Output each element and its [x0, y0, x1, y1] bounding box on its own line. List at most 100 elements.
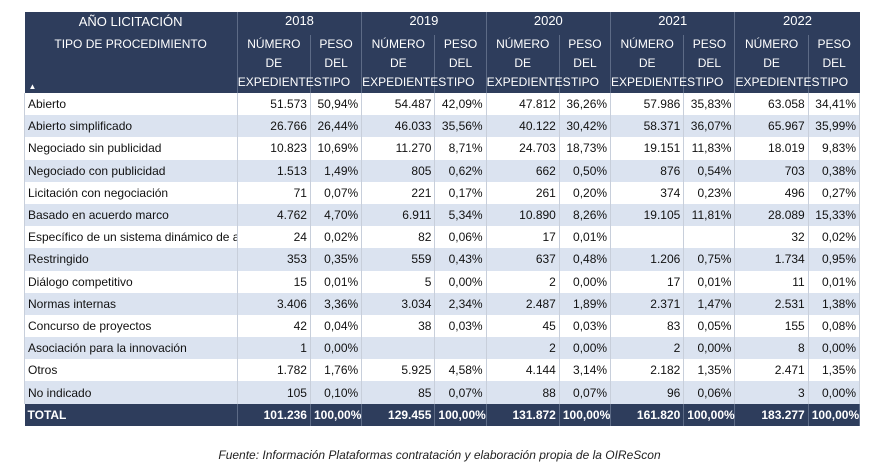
year-header-2018: 2018: [236, 12, 362, 35]
procedure-type-cell: Restringido: [24, 248, 238, 271]
peso-cell: 1,35%: [808, 359, 861, 382]
expedientes-cell: 15: [237, 270, 311, 293]
expedientes-cell: 2.487: [486, 292, 560, 315]
expedientes-cell: 54.487: [361, 93, 436, 116]
procedure-type-cell: Basado en acuerdo marco: [24, 203, 238, 227]
expedientes-cell: 82: [361, 226, 436, 249]
expedientes-cell: 42: [237, 314, 311, 338]
table-row: Licitación con negociación 71 0,07% 221 0,17…: [24, 181, 861, 204]
expedientes-cell: 876: [610, 159, 685, 182]
total-expedientes-cell: 131.872: [486, 403, 560, 426]
expedientes-cell: 662: [486, 159, 560, 182]
table-row: No indicado 105 0,10% 85 0,07% 88 0,07% 96 0,06%…: [24, 381, 861, 404]
total-expedientes-cell: 101.236: [237, 403, 311, 426]
peso-cell: 4,70%: [310, 203, 363, 227]
expedientes-cell: 40.122: [486, 115, 560, 138]
peso-cell: 0,00%: [683, 337, 736, 360]
expedientes-cell: 45: [486, 314, 560, 338]
expedientes-cell: 28.089: [734, 203, 809, 227]
table-row: Otros 1.782 1,76% 5.925 4,58% 4.144 3,14% 2.182…: [24, 359, 861, 382]
table-row: Abierto simplificado 26.766 26,44% 46.033 35…: [24, 115, 861, 138]
table-row: Negociado sin publicidad 10.823 10,69% 11.2…: [24, 137, 861, 160]
expedientes-cell: 17: [486, 226, 560, 249]
total-peso-cell: 100,00%: [559, 403, 612, 426]
peso-cell: 0,35%: [310, 248, 363, 271]
peso-cell: 0,02%: [310, 226, 363, 249]
procedure-type-cell: Normas internas: [24, 292, 238, 315]
table-row: Negociado con publicidad 1.513 1,49% 805 0,6…: [24, 159, 861, 182]
expedientes-cell: 5: [361, 270, 436, 293]
peso-cell: 0,03%: [559, 314, 612, 338]
peso-cell: 3,36%: [310, 292, 363, 315]
expedientes-cell: 155: [734, 314, 809, 338]
peso-cell: 1,47%: [683, 292, 736, 315]
table-row: Abierto 51.573 50,94% 54.487 42,09% 47.812 36,…: [24, 93, 861, 116]
expedientes-cell: 2: [610, 337, 685, 360]
peso-cell: 34,41%: [808, 93, 861, 116]
peso-cell: 0,02%: [808, 226, 861, 249]
peso-cell: 0,01%: [559, 226, 612, 249]
expedientes-cell: 88: [486, 381, 560, 404]
peso-cell: 35,99%: [808, 115, 861, 138]
peso-cell: 0,04%: [310, 314, 363, 338]
expedientes-cell: 17: [610, 270, 685, 293]
expedientes-cell: 96: [610, 381, 685, 404]
expedientes-cell: 63.058: [734, 93, 809, 116]
table-row: Concurso de proyectos 42 0,04% 38 0,03% 45 0,0…: [24, 314, 861, 338]
peso-cell: 0,05%: [683, 314, 736, 338]
expedientes-cell: 24.703: [486, 137, 560, 160]
peso-cell: 1,38%: [808, 292, 861, 315]
peso-cell: 0,00%: [559, 337, 612, 360]
expedientes-cell: 19.105: [610, 203, 685, 227]
expedientes-cell: 4.144: [486, 359, 560, 382]
expedientes-cell: 1.206: [610, 248, 685, 271]
expedientes-cell: 57.986: [610, 93, 685, 116]
peso-tipo-header: PESO DEL TIPO: [558, 35, 611, 93]
peso-cell: 0,10%: [310, 381, 363, 404]
peso-tipo-header: PESO DEL TIPO: [309, 35, 362, 93]
procedure-table-container: AÑO LICITACIÓN TIPO DE PROCEDIMIENTO ▲ 2…: [24, 12, 861, 426]
table-header: AÑO LICITACIÓN TIPO DE PROCEDIMIENTO ▲ 2…: [24, 12, 860, 93]
num-expedientes-header: NÚMERO DE EXPEDIENTES: [610, 35, 695, 93]
peso-cell: 9,83%: [808, 137, 861, 160]
peso-cell: 1,76%: [310, 359, 363, 382]
total-peso-cell: 100,00%: [434, 403, 487, 426]
procedure-type-cell: Otros: [24, 359, 238, 382]
sort-ascending-icon[interactable]: ▲: [28, 82, 37, 91]
expedientes-cell: 805: [361, 159, 436, 182]
peso-cell: 15,33%: [808, 203, 861, 227]
peso-cell: 0,50%: [559, 159, 612, 182]
peso-cell: 0,07%: [310, 181, 363, 204]
peso-cell: 1,49%: [310, 159, 363, 182]
expedientes-cell: [361, 337, 436, 360]
expedientes-cell: 221: [361, 181, 436, 204]
expedientes-cell: 637: [486, 248, 560, 271]
expedientes-cell: 83: [610, 314, 685, 338]
expedientes-cell: 496: [734, 181, 809, 204]
peso-cell: 11,83%: [683, 137, 736, 160]
expedientes-cell: 26.766: [237, 115, 311, 138]
peso-cell: [434, 337, 487, 360]
peso-cell: 8,26%: [559, 203, 612, 227]
total-expedientes-cell: 161.820: [610, 403, 685, 426]
table-row: Diálogo competitivo 15 0,01% 5 0,00% 2 0,00% 17…: [24, 270, 861, 293]
header-year-row: AÑO LICITACIÓN TIPO DE PROCEDIMIENTO ▲ 2…: [24, 12, 860, 93]
total-label: TOTAL: [24, 403, 238, 426]
peso-tipo-header: PESO DEL TIPO: [807, 35, 860, 93]
expedientes-cell: 2.531: [734, 292, 809, 315]
expedientes-cell: 6.911: [361, 203, 436, 227]
total-expedientes-cell: 129.455: [361, 403, 436, 426]
expedientes-cell: 261: [486, 181, 560, 204]
expedientes-cell: 71: [237, 181, 311, 204]
expedientes-cell: 2.182: [610, 359, 685, 382]
peso-tipo-header: PESO DEL TIPO: [683, 35, 735, 93]
procedure-type-cell: Negociado sin publicidad: [24, 137, 238, 160]
peso-cell: 30,42%: [559, 115, 612, 138]
expedientes-cell: 47.812: [486, 93, 560, 116]
peso-cell: 4,58%: [434, 359, 487, 382]
procedure-type-header[interactable]: AÑO LICITACIÓN TIPO DE PROCEDIMIENTO ▲: [24, 12, 238, 93]
procedure-type-cell: Negociado con publicidad: [24, 159, 238, 182]
expedientes-cell: 3.034: [361, 292, 436, 315]
peso-cell: 26,44%: [310, 115, 363, 138]
peso-cell: 0,01%: [808, 270, 861, 293]
